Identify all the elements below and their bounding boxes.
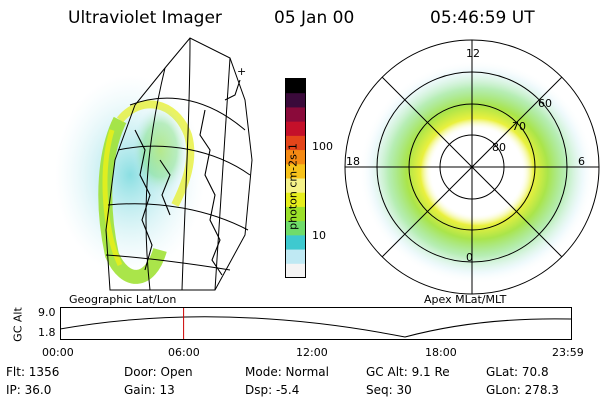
timeline-xtick-0000: 00:00 xyxy=(42,346,74,359)
time-label: 05:46:59 UT xyxy=(430,8,535,28)
svg-text:+: + xyxy=(237,65,246,78)
colorbar-segment xyxy=(285,192,306,207)
colorbar-segment xyxy=(285,78,306,94)
colorbar-segment xyxy=(285,234,306,250)
timeline-ytick-top: 9.0 xyxy=(38,306,56,319)
mlat-label-80: 80 xyxy=(492,141,506,154)
colorbar-segment xyxy=(285,135,306,151)
colorbar-tick-10: 10 xyxy=(312,229,326,242)
timeline-axis-label: GC Alt xyxy=(11,307,25,342)
mlt-label-18: 18 xyxy=(346,155,360,168)
colorbar-segment xyxy=(285,263,306,278)
geographic-latitude: GLat: 70.8 xyxy=(486,365,549,379)
mlt-label-6: 6 xyxy=(578,155,585,168)
timeline-xtick-0600: 06:00 xyxy=(168,346,200,359)
timeline-xtick-2359: 23:59 xyxy=(552,346,584,359)
colorbar-segment xyxy=(285,163,306,179)
mode-value: Mode: Normal xyxy=(245,365,329,379)
apex-panel-label: Apex MLat/MLT xyxy=(424,293,507,306)
colorbar-segment xyxy=(285,178,306,193)
ip-value: IP: 36.0 xyxy=(6,383,52,397)
timeline-xtick-1200: 12:00 xyxy=(296,346,328,359)
apex-polar-plot xyxy=(344,39,600,295)
colorbar-unit-label: photon cm-2s-1 xyxy=(286,143,300,230)
geographic-panel-label: Geographic Lat/Lon xyxy=(69,293,177,306)
mlat-label-60: 60 xyxy=(538,97,552,110)
instrument-title: Ultraviolet Imager xyxy=(68,8,222,28)
sequence-number: Seq: 30 xyxy=(366,383,412,397)
colorbar-tick-100: 100 xyxy=(312,140,333,153)
gc-altitude: GC Alt: 9.1 Re xyxy=(366,365,450,379)
door-status: Door: Open xyxy=(124,365,193,379)
geographic-longitude: GLon: 278.3 xyxy=(486,383,559,397)
dsp-value: Dsp: -5.4 xyxy=(245,383,300,397)
colorbar-segment xyxy=(285,249,306,264)
colorbar-segment xyxy=(285,149,306,165)
colorbar-segment xyxy=(285,106,306,122)
flight-number: Flt: 1356 xyxy=(6,365,60,379)
mlt-label-0: 0 xyxy=(466,251,473,264)
colorbar-segment xyxy=(285,220,306,236)
altitude-timeline xyxy=(60,307,572,340)
date-label: 05 Jan 00 xyxy=(274,8,355,28)
mlat-label-70: 70 xyxy=(512,120,526,133)
timeline-xtick-1800: 18:00 xyxy=(425,346,457,359)
timeline-ytick-bottom: 1.8 xyxy=(38,326,56,339)
colorbar-segment xyxy=(285,206,306,222)
colorbar-segment xyxy=(285,92,306,108)
intensity-colorbar xyxy=(285,78,306,278)
colorbar-segment xyxy=(285,121,306,136)
gain-value: Gain: 13 xyxy=(124,383,175,397)
mlt-label-12: 12 xyxy=(466,47,480,60)
